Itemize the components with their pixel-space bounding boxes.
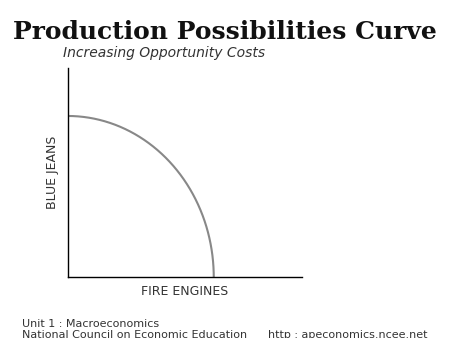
Y-axis label: BLUE JEANS: BLUE JEANS [46, 136, 59, 209]
Text: http : apeconomics.ncee.net: http : apeconomics.ncee.net [268, 330, 428, 338]
Text: Production Possibilities Curve: Production Possibilities Curve [13, 20, 437, 44]
Text: National Council on Economic Education: National Council on Economic Education [22, 330, 248, 338]
Text: Increasing Opportunity Costs: Increasing Opportunity Costs [63, 46, 265, 59]
Text: Unit 1 : Macroeconomics: Unit 1 : Macroeconomics [22, 319, 160, 330]
X-axis label: FIRE ENGINES: FIRE ENGINES [141, 286, 228, 298]
